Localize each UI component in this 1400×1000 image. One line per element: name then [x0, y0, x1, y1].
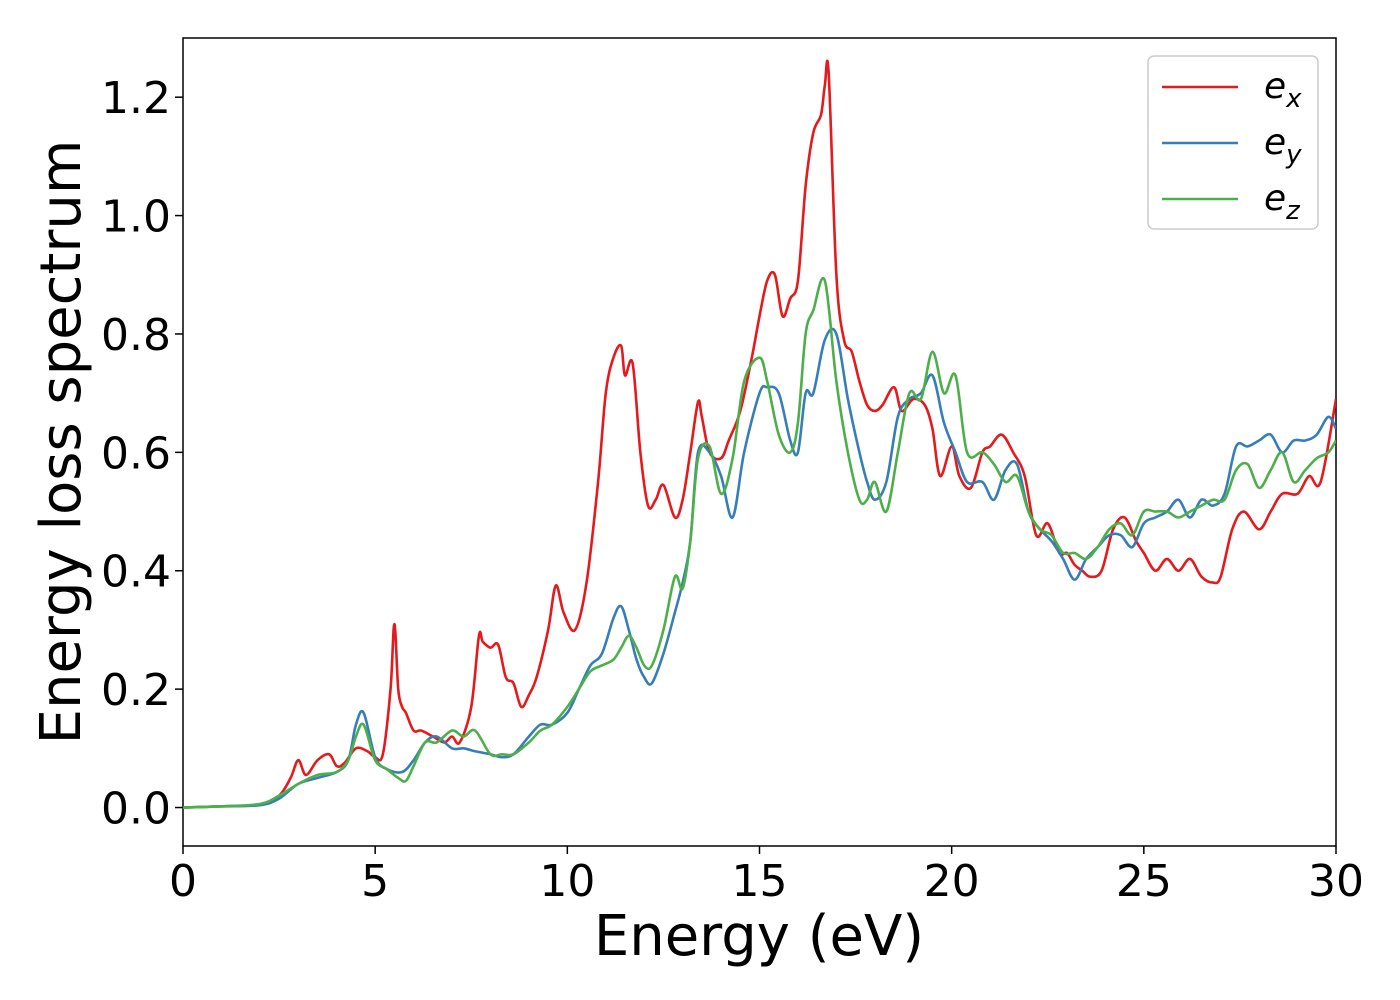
y-tick-label: 1.0	[101, 192, 171, 243]
legend-label: ez	[1264, 178, 1301, 226]
x-axis-title: Energy (eV)	[594, 904, 924, 969]
legend-label-name: e	[1264, 122, 1286, 163]
x-tick-label: 15	[732, 856, 788, 907]
y-tick-label: 1.2	[101, 73, 171, 124]
legend-label-subscript: x	[1285, 84, 1302, 114]
legend-label: ex	[1264, 66, 1302, 114]
x-tick-label: 25	[1116, 856, 1172, 907]
y-tick-label: 0.4	[101, 547, 171, 598]
legend-label-subscript: z	[1285, 196, 1301, 226]
series-line-ez	[183, 276, 1336, 809]
legend-label-subscript: y	[1285, 140, 1302, 170]
plot-area	[182, 37, 1337, 847]
y-tick-label: 0.2	[101, 665, 171, 716]
legend-label-name: e	[1264, 178, 1286, 219]
x-axis: 0 5 10 15 20 25 30	[169, 846, 1364, 907]
x-tick-label: 0	[169, 856, 197, 907]
y-axis-title: Energy loss spectrum	[29, 140, 94, 745]
x-tick-label: 30	[1308, 856, 1364, 907]
legend-label-name: e	[1264, 66, 1286, 107]
x-tick-label: 20	[924, 856, 980, 907]
y-tick-label: 0.6	[101, 428, 171, 479]
series-line-ey	[183, 327, 1336, 809]
series-layer	[183, 59, 1336, 809]
x-tick-label: 10	[539, 856, 595, 907]
y-tick-label: 0.8	[101, 310, 171, 361]
y-tick-label: 0.0	[101, 784, 171, 835]
x-tick-label: 5	[361, 856, 389, 907]
legend-label: ey	[1264, 122, 1302, 170]
series-line-ex	[183, 59, 1336, 809]
y-axis: 0.0 0.2 0.4 0.6 0.8 1.0 1.2	[101, 73, 183, 835]
